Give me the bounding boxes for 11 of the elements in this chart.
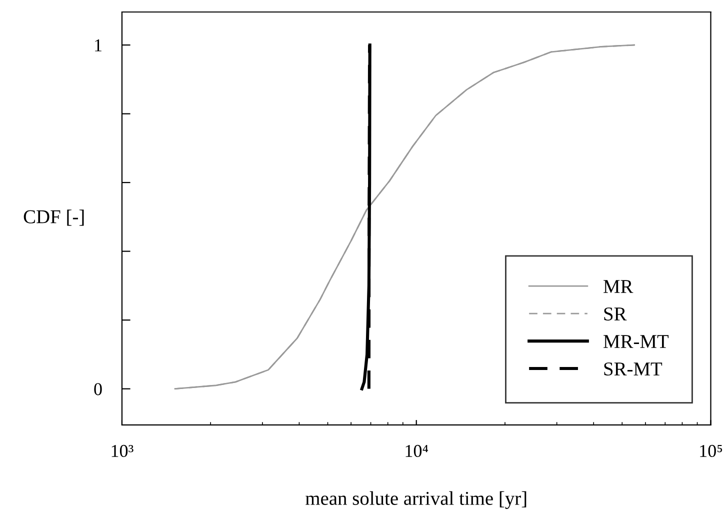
legend-label: MR-MT [604,335,669,348]
y-tick-label: 0 [94,383,102,396]
y-tick-label: 1 [95,39,102,52]
legend-label: SR [604,308,627,321]
legend-label: SR-MT [604,362,662,376]
x-tick-label: 10³ [112,444,134,458]
x-tick-label: 10⁵ [700,444,722,458]
y-axis-title: CDF [-] [24,210,84,226]
x-axis-title: mean solute arrival time [yr] [306,491,526,509]
x-tick-label: 10⁴ [406,444,428,458]
legend-label: MR [604,280,634,293]
